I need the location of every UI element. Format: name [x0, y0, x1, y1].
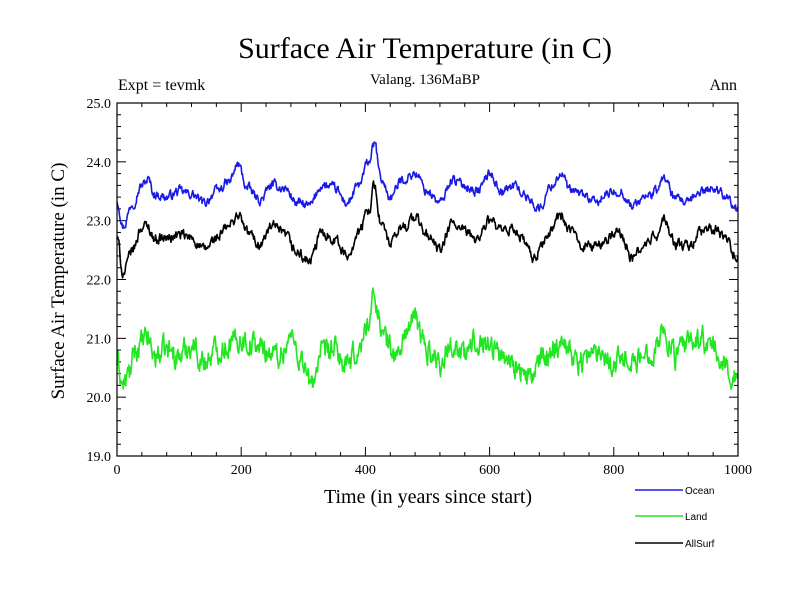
y-tick-label: 25.0 [87, 97, 112, 112]
x-tick-label: 400 [355, 463, 376, 478]
plot-frame [116, 102, 739, 457]
series-line-ocean [116, 141, 739, 230]
legend-label-allsurf: AllSurf [685, 539, 715, 550]
y-tick-label: 19.0 [87, 450, 112, 465]
x-tick-label: 600 [479, 463, 500, 478]
legend-label-ocean: Ocean [685, 486, 714, 497]
x-tick-label: 0 [114, 463, 121, 478]
series-line-allsurf [116, 180, 739, 279]
series-line-land [116, 287, 739, 390]
x-tick-label: 200 [231, 463, 252, 478]
x-tick-label: 800 [603, 463, 624, 478]
chart-title: Surface Air Temperature (in C) [238, 32, 612, 65]
y-tick-label: 21.0 [87, 332, 112, 347]
y-tick-label: 22.0 [87, 274, 112, 289]
x-tick-label: 1000 [724, 463, 752, 478]
y-tick-label: 23.0 [87, 215, 112, 230]
y-axis-label: Surface Air Temperature (in C) [48, 163, 69, 400]
y-tick-label: 24.0 [87, 156, 112, 171]
x-axis-label: Time (in years since start) [324, 486, 532, 508]
chart-subtitle: Valang. 136MaBP [370, 72, 480, 88]
legend-label-land: Land [685, 512, 707, 523]
series-lines [116, 141, 739, 390]
season-label: Ann [709, 77, 737, 94]
y-tick-label: 20.0 [87, 391, 112, 406]
legend: Ocean Land AllSurf [635, 486, 715, 550]
axis-ticks: 0 200 400 600 800 1000 19.0 20.0 21.0 22.0 23.0 24.… [87, 97, 753, 478]
experiment-label: Expt = tevmk [118, 77, 205, 94]
